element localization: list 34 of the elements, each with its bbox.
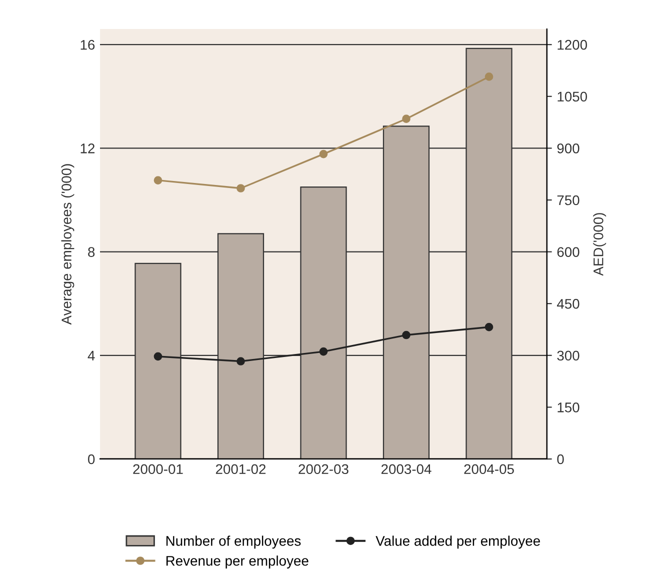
y-tick-label: 0 bbox=[88, 454, 95, 464]
y-axis-title: Average employees ('000) bbox=[61, 164, 74, 325]
y2-axis-title: AED('000) bbox=[593, 213, 606, 276]
legend-label: Revenue per employee bbox=[166, 556, 308, 568]
y-tick-label: 4 bbox=[88, 350, 95, 360]
y2-tick-label: 1050 bbox=[558, 92, 588, 102]
y-tick-label: 12 bbox=[80, 144, 94, 154]
legend-label: Value added per employee bbox=[376, 536, 540, 549]
y2-tick-label: 450 bbox=[556, 298, 580, 309]
point bbox=[484, 72, 494, 81]
y2-tick-label: 300 bbox=[557, 350, 580, 361]
point bbox=[236, 357, 245, 366]
point bbox=[402, 114, 410, 124]
legend-label: Number of employees bbox=[166, 536, 301, 549]
y2-tick-label: 750 bbox=[557, 195, 580, 206]
point bbox=[402, 330, 410, 340]
y2-tick-label: 900 bbox=[557, 144, 580, 154]
x-tick-label: 2001-02 bbox=[216, 464, 266, 474]
x-tick-label: 2004-05 bbox=[464, 464, 514, 474]
x-tick-label: 2002-03 bbox=[298, 464, 348, 474]
x-tick-label: 2000-01 bbox=[133, 464, 183, 474]
point bbox=[154, 352, 162, 361]
point bbox=[236, 184, 245, 192]
y-tick-label: 16 bbox=[80, 40, 95, 50]
point bbox=[319, 347, 328, 356]
point bbox=[484, 322, 494, 332]
x-tick-label: 2003-04 bbox=[381, 464, 432, 474]
point bbox=[154, 176, 162, 184]
y2-tick-label: 0 bbox=[557, 454, 564, 464]
y2-tick-label: 150 bbox=[558, 402, 580, 412]
y-tick-label: 8 bbox=[88, 247, 95, 257]
y2-tick-label: 1200 bbox=[558, 40, 588, 50]
point bbox=[319, 150, 328, 158]
y2-tick-label: 600 bbox=[557, 247, 580, 257]
